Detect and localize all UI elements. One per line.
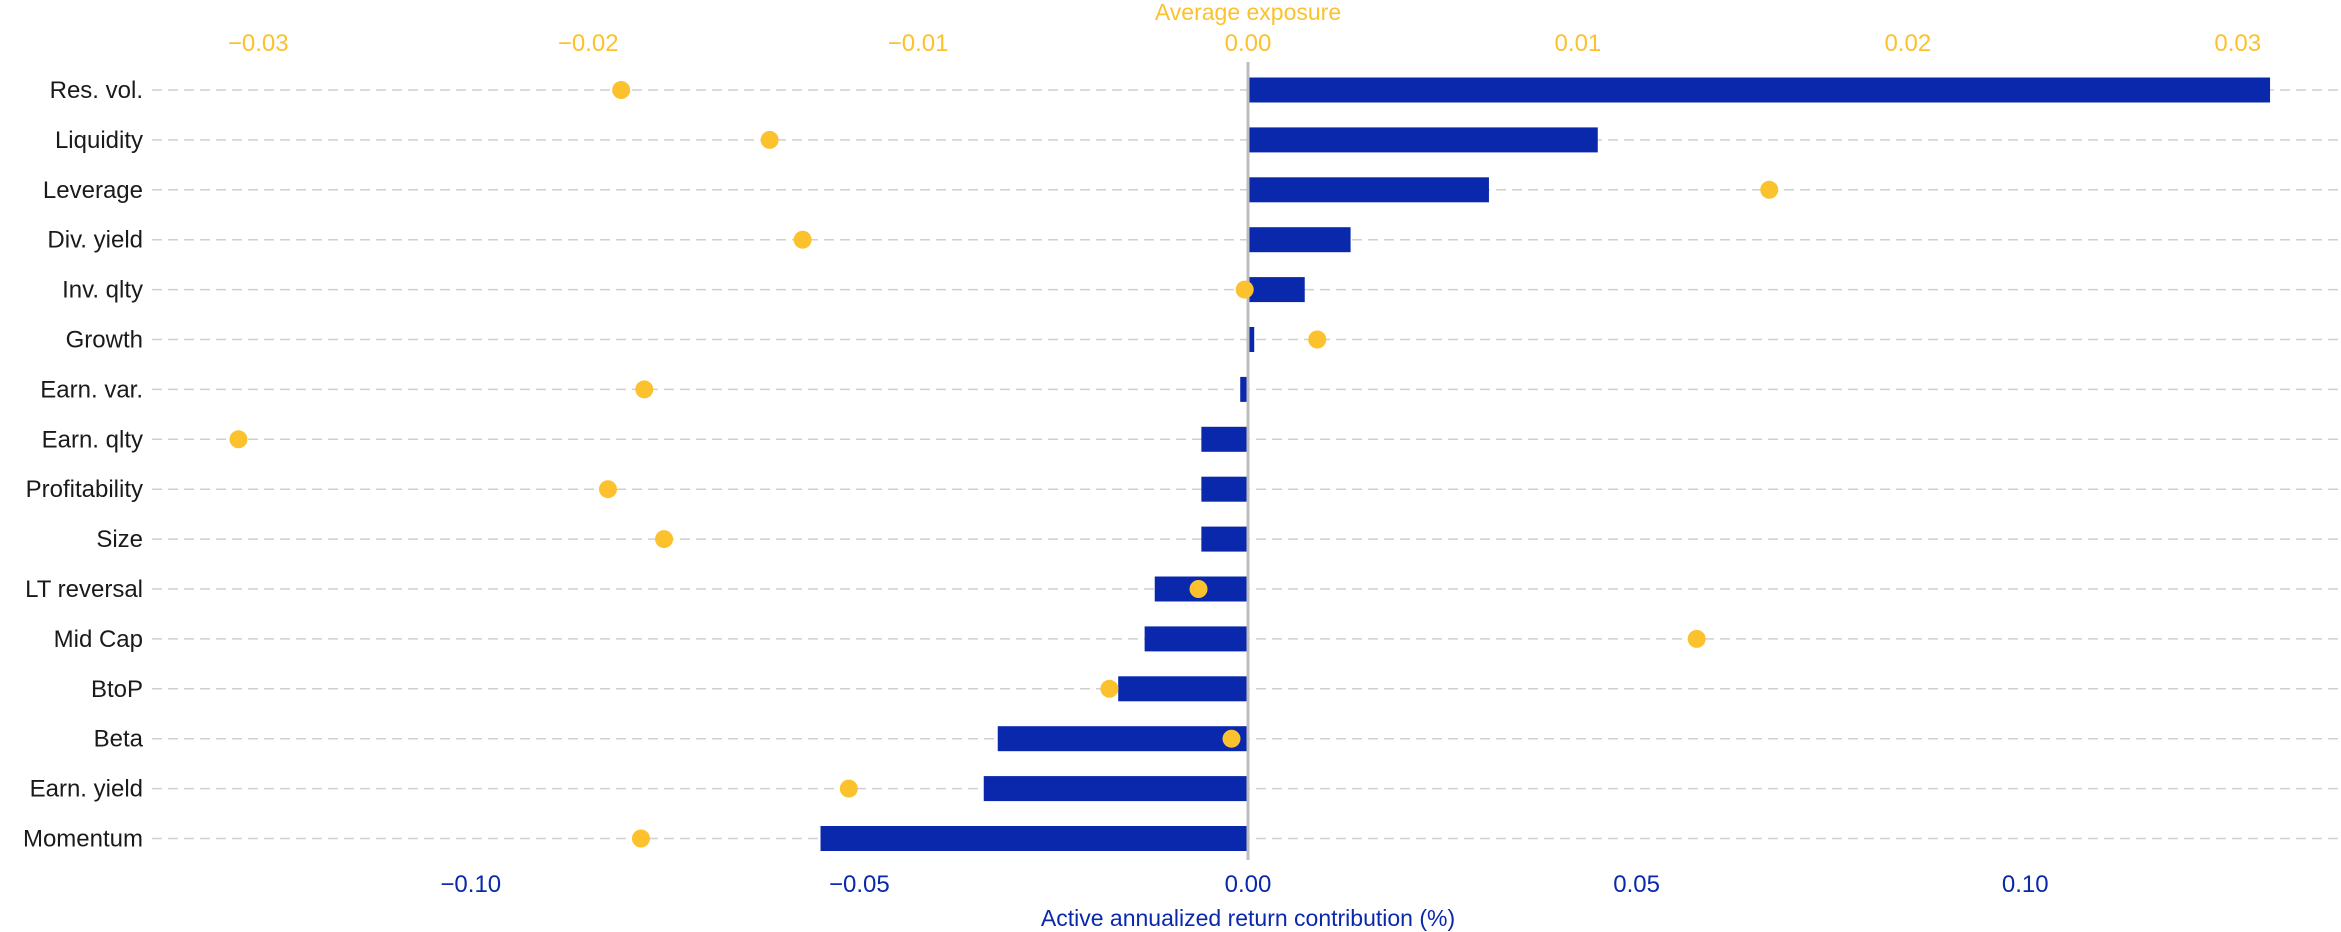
bar-earn-yield <box>983 776 1248 802</box>
category-label-lt-reversal: LT reversal <box>25 576 143 603</box>
bar-inv-qlty <box>1248 277 1305 303</box>
dot-mid-cap <box>1687 629 1706 648</box>
dot-earn-qlty <box>229 430 248 449</box>
top-tick-label: 0.00 <box>1225 30 1272 57</box>
bar-liquidity <box>1248 127 1598 153</box>
bar-size <box>1201 526 1248 552</box>
bar-momentum <box>820 826 1248 851</box>
dot-profitability <box>598 480 617 499</box>
dot-size <box>655 530 674 549</box>
category-label-earn-var: Earn. var. <box>40 376 143 403</box>
category-label-momentum: Momentum <box>23 826 143 853</box>
dot-beta <box>1222 729 1241 748</box>
category-label-earn-qlty: Earn. qlty <box>42 426 143 453</box>
bottom-tick-label: −0.10 <box>440 871 501 898</box>
bottom-tick-label: −0.05 <box>829 871 890 898</box>
bar-earn-var <box>1240 376 1248 402</box>
dot-liquidity <box>760 130 779 149</box>
category-label-profitability: Profitability <box>26 476 143 503</box>
category-label-liquidity: Liquidity <box>55 127 143 154</box>
top-tick-label: −0.01 <box>888 30 949 57</box>
category-labels: Res. vol. Liquidity Leverage Div. yield Inv.… <box>23 77 144 853</box>
bottom-axis: −0.10 −0.05 0.00 0.05 0.10 <box>440 871 2048 898</box>
bottom-tick-label: 0.00 <box>1225 871 1272 898</box>
dot-inv-qlty <box>1235 280 1254 299</box>
category-label-mid-cap: Mid Cap <box>54 626 143 653</box>
bar-res-vol <box>1248 77 2271 103</box>
top-tick-label: 0.03 <box>2214 30 2261 57</box>
category-label-beta: Beta <box>94 726 144 753</box>
dot-lt-reversal <box>1189 580 1208 598</box>
top-axis-title: Average exposure <box>1155 0 1341 25</box>
dot-earn-var <box>635 380 654 399</box>
category-label-res-vol: Res. vol. <box>50 77 143 104</box>
bar-profitability <box>1201 476 1248 502</box>
dot-div-yield <box>793 230 812 249</box>
top-tick-label: 0.02 <box>1884 30 1931 57</box>
top-axis: −0.03 −0.02 −0.01 0.00 0.01 0.02 0.03 <box>228 30 2261 57</box>
dot-btop <box>1100 679 1119 698</box>
bottom-tick-label: 0.10 <box>2002 871 2049 898</box>
bar-earn-qlty <box>1201 426 1248 452</box>
dot-earn-yield <box>839 779 858 798</box>
category-label-btop: BtoP <box>91 676 143 703</box>
dot-leverage <box>1760 180 1779 199</box>
category-label-growth: Growth <box>66 327 143 354</box>
dot-res-vol <box>612 81 631 99</box>
category-label-leverage: Leverage <box>43 177 143 204</box>
bar-mid-cap <box>1144 626 1248 652</box>
dot-growth <box>1308 330 1327 349</box>
category-label-div-yield: Div. yield <box>47 227 143 254</box>
bar-btop <box>1118 676 1248 702</box>
top-tick-label: 0.01 <box>1555 30 1602 57</box>
bottom-axis-title: Active annualized return contribution (%… <box>1041 905 1455 931</box>
top-tick-label: −0.02 <box>558 30 619 57</box>
bar-beta <box>997 726 1248 752</box>
bar-leverage <box>1248 177 1489 203</box>
top-tick-label: −0.03 <box>228 30 289 57</box>
category-label-inv-qlty: Inv. qlty <box>62 277 143 304</box>
category-label-earn-yield: Earn. yield <box>30 776 143 803</box>
exposure-dots <box>229 81 1779 848</box>
bar-div-yield <box>1248 227 1351 253</box>
category-label-size: Size <box>96 526 143 553</box>
dot-momentum <box>631 829 650 848</box>
bar-growth <box>1248 327 1255 352</box>
bottom-tick-label: 0.05 <box>1613 871 1660 898</box>
bars <box>820 77 2271 851</box>
